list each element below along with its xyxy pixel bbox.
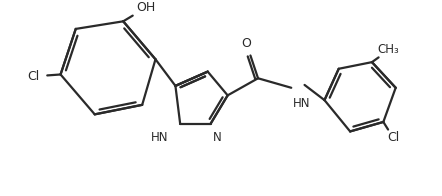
Text: O: O <box>242 37 251 50</box>
Text: OH: OH <box>137 1 156 14</box>
Text: Cl: Cl <box>387 132 400 144</box>
Text: HN: HN <box>151 132 169 144</box>
Text: HN: HN <box>293 97 311 110</box>
Text: CH₃: CH₃ <box>377 44 400 56</box>
Text: N: N <box>213 132 221 144</box>
Text: Cl: Cl <box>27 70 40 83</box>
